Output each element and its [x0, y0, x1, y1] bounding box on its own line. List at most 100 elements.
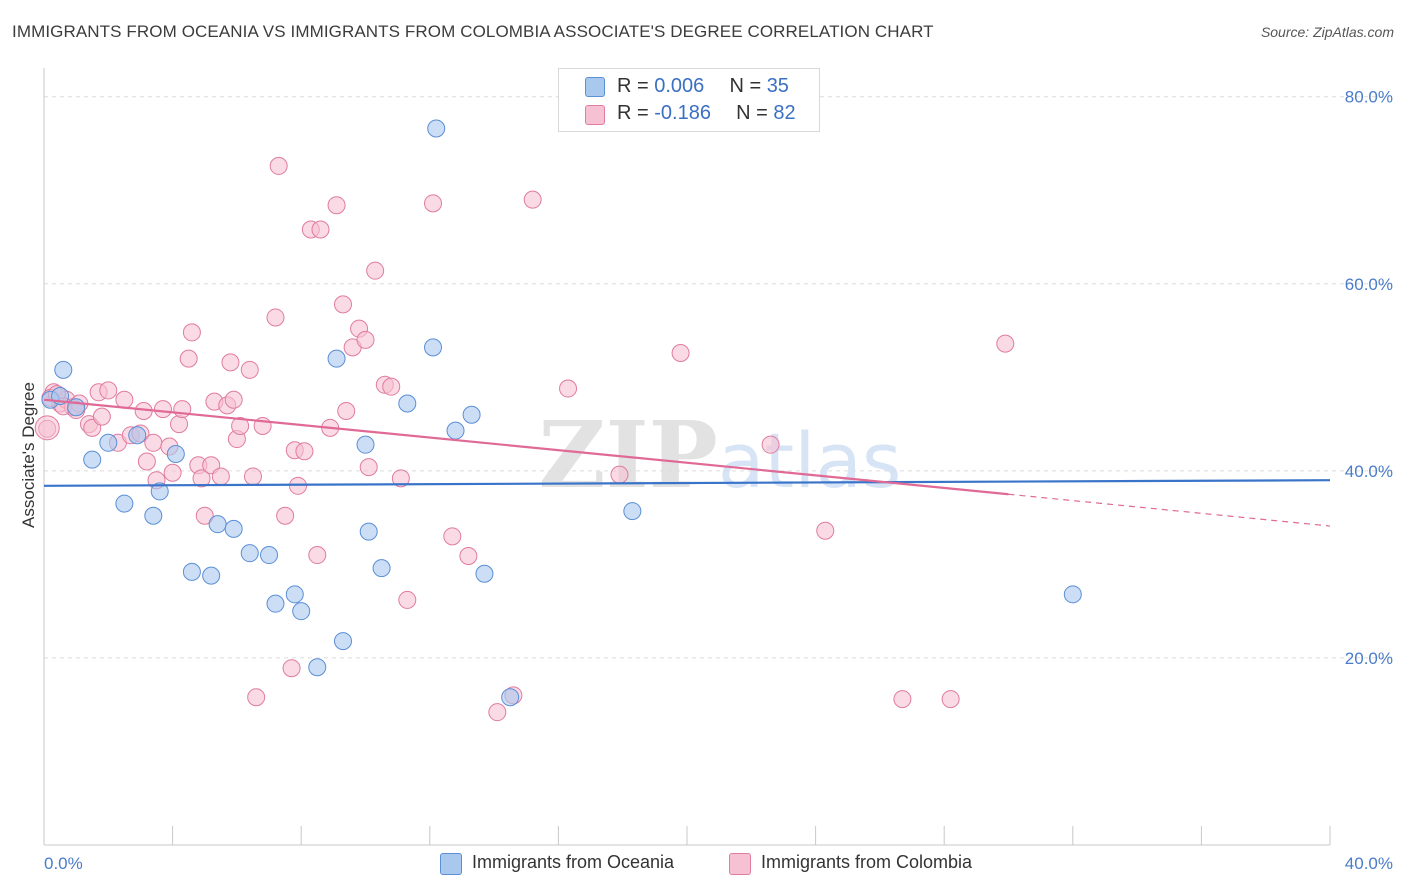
legend-n-label: N = [736, 102, 774, 124]
oceania-point [327, 349, 346, 368]
colombia-point [337, 401, 356, 420]
oceania-point [202, 566, 221, 585]
oceania-point [427, 119, 446, 138]
colombia-point [231, 416, 250, 435]
colombia-point [941, 690, 960, 709]
colombia-point [269, 156, 288, 175]
y-tick-label: 40.0% [1345, 462, 1393, 481]
oceania-point [150, 482, 169, 501]
y-axis-title: Associate's Degree [19, 382, 38, 528]
colombia-point [391, 469, 410, 488]
legend-r-value: 0.006 [654, 75, 705, 97]
colombia-point [247, 688, 266, 707]
colombia-point [523, 190, 542, 209]
oceania-point [240, 544, 259, 563]
legend-r-label: R = [617, 102, 655, 124]
colombia-point [266, 308, 285, 327]
x-tick-labels: 0.0% 40.0% [44, 854, 1393, 873]
oceania-point [623, 502, 642, 521]
colombia-point [221, 353, 240, 372]
x-ticks [172, 826, 1331, 845]
oceania-point [501, 688, 520, 707]
oceania-trend-line [43, 479, 1331, 487]
oceania-point [359, 522, 378, 541]
source-label: Source: ZipAtlas.com [1260, 24, 1394, 40]
colombia-point [295, 442, 314, 461]
oceania-point [285, 585, 304, 604]
y-tick-label: 60.0% [1345, 275, 1393, 294]
colombia-point [761, 435, 780, 454]
colombia-point [610, 465, 629, 484]
colombia-point [173, 400, 192, 419]
colombia-point [366, 261, 385, 280]
oceania-point [99, 433, 118, 452]
colombia-point [99, 381, 118, 400]
oceania-point [424, 338, 443, 357]
stats-legend: R = 0.006 N = 35 R = -0.186 N = 82 [558, 68, 820, 132]
colombia-point [308, 546, 327, 565]
oceania-point [462, 405, 481, 424]
oceania-point [208, 515, 227, 534]
colombia-point [893, 690, 912, 709]
colombia-trend-extension [1008, 493, 1331, 527]
bottom-legend-swatch-colombia [729, 853, 751, 875]
colombia-point [424, 194, 443, 213]
colombia-point [671, 343, 690, 362]
oceania-point [260, 546, 279, 565]
bottom-legend-swatch-oceania [440, 853, 462, 875]
colombia-point [282, 659, 301, 678]
oceania-point [115, 494, 134, 513]
legend-r-value: -0.186 [654, 102, 711, 124]
legend-row-colombia: R = -0.186 N = 82 [617, 102, 796, 125]
colombia-point [163, 463, 182, 482]
legend-swatch-oceania [585, 77, 605, 97]
oceania-point [333, 632, 352, 651]
legend-n-value: 35 [766, 75, 789, 97]
colombia-point [115, 390, 134, 409]
grid-lines [44, 96, 1392, 659]
colombia-point [240, 360, 259, 379]
oceania-point [83, 450, 102, 469]
oceania-point [292, 602, 311, 621]
bottom-legend-label-colombia: Immigrants from Colombia [761, 852, 973, 872]
colombia-point [192, 469, 211, 488]
oceania-point [266, 594, 285, 613]
series-oceania-points [41, 119, 1082, 707]
oceania-point [128, 426, 147, 445]
colombia-point [816, 521, 835, 540]
colombia-point [382, 377, 401, 396]
oceania-point [144, 506, 163, 525]
oceania-point [54, 360, 73, 379]
watermark: ZIPatlas [538, 401, 901, 509]
colombia-point [333, 295, 352, 314]
colombia-point [356, 330, 375, 349]
colombia-point [153, 400, 172, 419]
oceania-point [182, 562, 201, 581]
oceania-point [475, 564, 494, 583]
colombia-point [34, 415, 60, 441]
colombia-point [211, 467, 230, 486]
colombia-point [243, 467, 262, 486]
x-tick-label: 40.0% [1345, 854, 1393, 873]
bottom-legend-colombia: Immigrants from Colombia [729, 852, 973, 875]
trend-lines [43, 398, 1331, 527]
oceania-point [308, 658, 327, 677]
colombia-point [195, 506, 214, 525]
legend-row-oceania: R = 0.006 N = 35 [617, 75, 789, 98]
colombia-point [137, 452, 156, 471]
oceania-point [1063, 585, 1082, 604]
oceania-point [224, 519, 243, 538]
colombia-point [398, 590, 417, 609]
colombia-point [443, 527, 462, 546]
colombia-point [144, 433, 163, 452]
series-colombia-points [34, 156, 1015, 722]
colombia-point [488, 703, 507, 722]
colombia-point [327, 196, 346, 215]
x-tick-label: 0.0% [44, 854, 83, 873]
colombia-point [459, 546, 478, 565]
bottom-legend-label-oceania: Immigrants from Oceania [472, 852, 675, 872]
legend-r-label: R = [617, 75, 655, 97]
colombia-point [179, 349, 198, 368]
colombia-point [92, 407, 111, 426]
